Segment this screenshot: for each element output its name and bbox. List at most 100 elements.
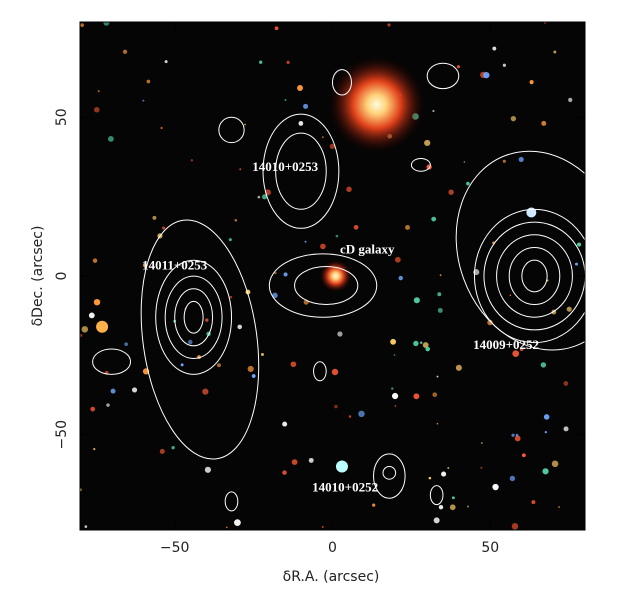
star [391,387,394,390]
contour [218,116,245,144]
star [437,292,442,297]
y-tick-label: −50 [54,420,70,450]
star [519,347,524,352]
star [88,312,95,319]
star [258,60,263,64]
star [522,453,526,458]
star [146,79,151,84]
contour [155,259,233,375]
star [331,368,339,376]
star [80,23,84,28]
star [439,274,442,276]
bright-star [328,56,425,153]
star [348,415,352,418]
star [566,306,572,312]
star [574,262,579,266]
y-tick-label: 0 [54,272,70,281]
star [391,392,399,400]
contour [224,491,239,512]
star [563,426,569,432]
contour [426,62,460,90]
star [321,525,324,528]
star [274,26,279,31]
star [512,350,520,357]
star [502,63,506,67]
star [251,374,256,378]
star [483,71,490,79]
star [298,121,304,126]
contour [455,150,585,351]
star [466,181,470,186]
contour [275,132,327,210]
star [272,292,278,299]
star [492,46,497,51]
star [576,242,582,247]
star [124,342,129,347]
star [97,90,100,93]
star [568,97,573,103]
star [320,243,326,250]
star [543,414,550,420]
star [274,272,277,275]
star [426,164,432,170]
star [142,99,145,102]
star [160,126,163,130]
star [425,346,430,352]
star [90,406,96,412]
star [438,504,444,510]
star [372,503,376,507]
star [225,526,228,529]
star [398,275,403,281]
star [393,354,396,356]
star [239,168,242,171]
star [502,159,506,163]
star [509,294,512,296]
star [329,143,335,149]
star [94,106,100,113]
star [229,295,233,299]
star [358,410,365,418]
star [304,240,307,243]
contours [92,62,585,512]
contour [483,221,585,331]
contour [373,453,406,499]
star [432,392,438,398]
star [509,475,516,482]
star [451,496,455,500]
star [353,225,359,230]
star [335,234,339,238]
star [308,457,314,463]
contour [174,288,214,347]
contour [429,485,444,506]
star [390,338,397,345]
star [216,363,221,368]
star [431,216,437,222]
star [234,519,241,527]
star [441,471,447,477]
star [283,272,288,277]
contour [294,266,359,306]
star [518,156,524,163]
y-axis-label: δDec. (arcsec) [30,226,46,327]
star [205,318,209,322]
star [511,433,515,437]
contour [521,259,548,293]
sky-layer [80,22,582,530]
star [432,109,435,113]
star [420,341,423,344]
x-tick-label: 0 [328,540,337,556]
contour [262,113,340,229]
contour [410,158,431,172]
annotation: cD galaxy [340,242,395,257]
star [394,256,401,263]
annotation: 14011+0253 [142,257,208,272]
star [456,65,460,69]
star [514,435,521,442]
star [463,161,466,163]
star [387,23,391,27]
star [480,442,483,444]
star [334,404,338,409]
star [290,361,297,368]
star [540,362,547,368]
